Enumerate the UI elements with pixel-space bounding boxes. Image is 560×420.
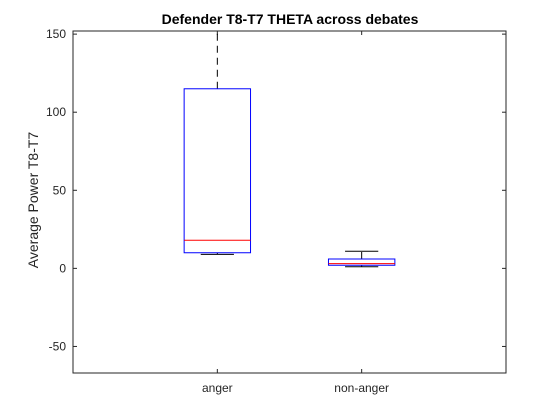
x-tick-label: anger — [202, 381, 233, 395]
y-tick-label: -50 — [49, 339, 67, 353]
x-tick-label: non-anger — [334, 381, 389, 395]
y-tick-label: 150 — [46, 27, 66, 41]
y-axis-label: Average Power T8-T7 — [25, 132, 41, 269]
y-axis-ticks: -50 0 50 100 150 — [46, 27, 506, 353]
box-iqr — [183, 88, 252, 254]
x-axis-ticks: anger non-anger — [202, 31, 389, 395]
y-tick-label: 50 — [53, 183, 67, 197]
box-iqr — [327, 258, 396, 266]
box-non-anger — [327, 250, 396, 268]
y-tick-label: 0 — [59, 261, 66, 275]
chart-title: Defender T8-T7 THETA across debates — [162, 11, 419, 27]
plot-area-frame — [72, 30, 507, 374]
y-tick-label: 100 — [46, 105, 66, 119]
box-anger — [183, 30, 252, 255]
box-plots — [183, 30, 396, 268]
